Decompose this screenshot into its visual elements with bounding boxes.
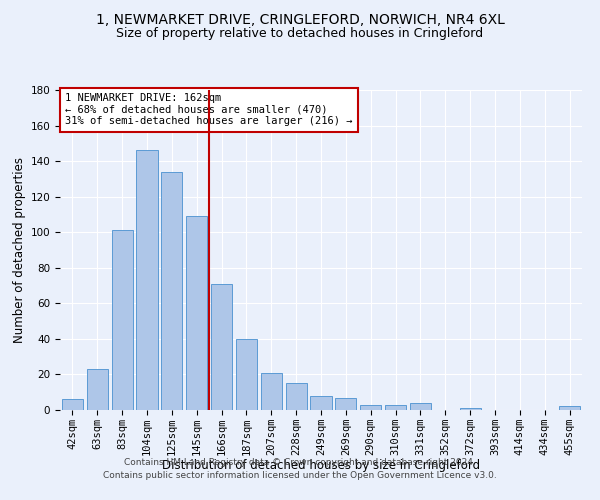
Bar — [211, 284, 232, 410]
Text: Size of property relative to detached houses in Cringleford: Size of property relative to detached ho… — [116, 28, 484, 40]
Text: 1, NEWMARKET DRIVE, CRINGLEFORD, NORWICH, NR4 6XL: 1, NEWMARKET DRIVE, CRINGLEFORD, NORWICH… — [95, 12, 505, 26]
Bar — [559, 406, 580, 410]
Bar — [261, 372, 282, 410]
Bar — [360, 404, 381, 410]
Bar — [62, 400, 83, 410]
Bar — [335, 398, 356, 410]
Bar — [410, 403, 431, 410]
Bar — [236, 339, 257, 410]
Bar — [310, 396, 332, 410]
X-axis label: Distribution of detached houses by size in Cringleford: Distribution of detached houses by size … — [162, 460, 480, 472]
Text: 1 NEWMARKET DRIVE: 162sqm
← 68% of detached houses are smaller (470)
31% of semi: 1 NEWMARKET DRIVE: 162sqm ← 68% of detac… — [65, 93, 353, 126]
Bar — [186, 216, 207, 410]
Bar — [460, 408, 481, 410]
Bar — [87, 369, 108, 410]
Bar — [161, 172, 182, 410]
Bar — [286, 384, 307, 410]
Text: Contains HM Land Registry data © Crown copyright and database right 2024.: Contains HM Land Registry data © Crown c… — [124, 458, 476, 467]
Bar — [136, 150, 158, 410]
Bar — [112, 230, 133, 410]
Bar — [385, 404, 406, 410]
Y-axis label: Number of detached properties: Number of detached properties — [13, 157, 26, 343]
Text: Contains public sector information licensed under the Open Government Licence v3: Contains public sector information licen… — [103, 470, 497, 480]
